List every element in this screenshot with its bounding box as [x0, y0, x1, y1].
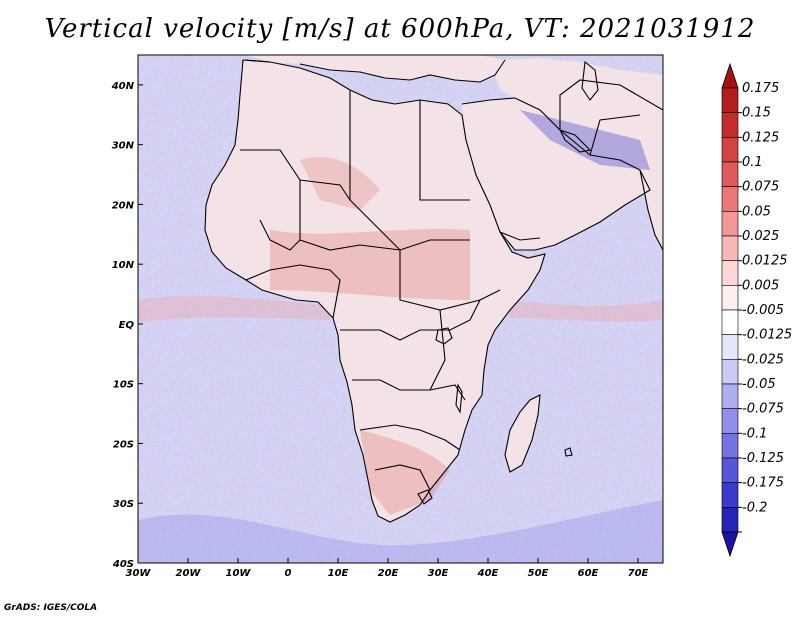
colorbar-label: -0.005 [742, 303, 784, 318]
country-borders [204, 59, 663, 523]
y-tick-label: 30N [112, 141, 135, 152]
colorbar-label: -0.2 [742, 500, 767, 515]
colorbar-bottom-arrow [721, 531, 739, 558]
y-axis: 40N 30N 20N 10N EQ 10S 20S 30S 40S [111, 81, 143, 570]
colorbar-label: -0.075 [742, 402, 784, 417]
colorbar-swatch [721, 433, 739, 459]
y-tick-label: 10S [113, 380, 134, 391]
colorbar-label: 0.125 [742, 130, 779, 145]
inner-borders [240, 79, 663, 491]
colorbar-label: -0.025 [742, 352, 784, 367]
sahara-patch [300, 156, 380, 210]
lesotho [417, 489, 433, 505]
colorbar-swatch [721, 161, 739, 187]
x-tick-label: 50E [528, 568, 549, 579]
colorbar-swatch [721, 383, 739, 409]
x-tick-label: 70E [628, 568, 649, 579]
colorbar-label: -0.1 [742, 426, 767, 441]
map-frame [137, 54, 664, 564]
colorbar-swatch [721, 334, 739, 360]
y-tick-label: 30S [113, 499, 134, 510]
lake-malawi [455, 383, 463, 414]
y-tick-label: 40S [112, 559, 134, 570]
x-axis: 30W 20W 10W 0 10E 20E 30E 40E 50E 60E 70E [126, 558, 649, 579]
x-tick-label: 20E [378, 568, 399, 579]
colorbar-swatch [721, 482, 739, 508]
colorbar-swatch [721, 457, 739, 483]
colorbar-label: 0.0125 [742, 254, 788, 269]
y-tick-label: 40N [111, 81, 135, 92]
colorbar-swatch [721, 186, 739, 212]
x-tick-label: 30E [428, 568, 449, 579]
y-tick-label: 20S [113, 439, 134, 450]
colorbar-swatch [721, 112, 739, 138]
x-tick-label: 10E [328, 568, 349, 579]
colorbar-swatch [721, 87, 739, 113]
colorbar-top-arrow [721, 62, 739, 89]
colorbar-swatch [721, 285, 739, 311]
x-tick-label: 0 [285, 568, 292, 579]
madagascar-land [505, 395, 540, 472]
colorbar-swatch [721, 137, 739, 163]
madagascar-coast [504, 394, 541, 473]
colorbar-label: 0.05 [742, 204, 771, 219]
colorbar-swatch [721, 359, 739, 385]
y-tick-label: EQ [119, 320, 135, 331]
colorbar-swatch [721, 309, 739, 335]
mauritius [564, 447, 573, 457]
colorbar-swatch [721, 211, 739, 237]
y-tick-label: 20N [112, 200, 135, 211]
southern-storm-track [138, 500, 663, 563]
colorbar-label: -0.125 [742, 451, 784, 466]
equatorial-band-indian [510, 300, 663, 322]
colorbar-label: 0.175 [742, 81, 779, 96]
persian-gulf [558, 129, 592, 153]
caspian-sea [581, 60, 599, 101]
x-tick-label: 20W [176, 568, 202, 579]
india-coast [639, 169, 663, 251]
x-tick-label: 30W [126, 568, 152, 579]
arabia-coast [461, 97, 651, 251]
vertical-velocity-field [138, 55, 663, 563]
colorbar-label: -0.0125 [742, 328, 792, 343]
x-tick-label: 60E [578, 568, 599, 579]
colorbar-swatch [721, 260, 739, 286]
colorbar-swatch [721, 408, 739, 434]
europe-land [245, 55, 505, 82]
colorbar-label: 0.005 [742, 278, 779, 293]
colorbar-swatch [721, 235, 739, 261]
lake-victoria [435, 327, 453, 345]
iran-descent [520, 110, 650, 170]
colorbar-label: 0.15 [742, 106, 771, 121]
x-tick-label: 10W [226, 568, 252, 579]
colorbar-swatch [721, 507, 739, 533]
arabia-land [462, 98, 650, 250]
colorbar-label: 0.025 [742, 229, 779, 244]
colorbar-label: -0.05 [742, 377, 776, 392]
colorbar-label: 0.1 [742, 155, 763, 170]
middle-east-land [495, 58, 663, 195]
colorbar-label: -0.175 [742, 476, 784, 491]
x-tick-label: 40E [477, 568, 499, 579]
grads-credit: GrADS: IGES/COLA [4, 603, 98, 613]
colorbar-label: 0.075 [742, 180, 779, 195]
y-tick-label: 10N [112, 260, 135, 271]
chart-title: Vertical velocity [m/s] at 600hPa, VT: 2… [44, 14, 756, 44]
europe-coast [244, 59, 506, 83]
colorbar: 0.175 0.15 0.125 0.1 0.075 0.05 0.025 0.0125 0.0… [721, 62, 792, 558]
equatorial-band-atlantic [138, 295, 330, 322]
